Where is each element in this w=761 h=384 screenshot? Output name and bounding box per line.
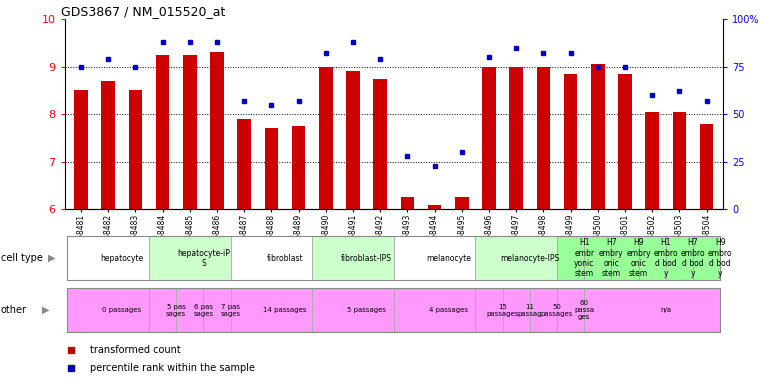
Text: hepatocyte: hepatocyte (100, 254, 143, 263)
Bar (156, 55, 170, 209)
Bar (428, 205, 441, 209)
Bar (666, 236, 693, 280)
Text: 4 passages: 4 passages (428, 307, 468, 313)
Bar (530, 288, 557, 332)
Text: fibroblast-IPS: fibroblast-IPS (341, 254, 392, 263)
Text: 6 pas
sages: 6 pas sages (193, 304, 214, 316)
Bar (476, 288, 502, 332)
Text: 7 pas
sages: 7 pas sages (221, 304, 240, 316)
Bar (638, 236, 666, 280)
Bar (557, 236, 584, 280)
Text: melanocyte-IPS: melanocyte-IPS (500, 254, 559, 263)
Bar (693, 236, 720, 280)
Bar (231, 288, 312, 332)
Bar (129, 91, 142, 209)
Text: 50
passages: 50 passages (541, 304, 573, 316)
Text: 15
passages: 15 passages (486, 304, 519, 316)
Bar (231, 236, 312, 280)
Text: 11
passag: 11 passag (517, 304, 542, 316)
Text: ▶: ▶ (42, 305, 49, 315)
Bar (482, 67, 496, 209)
Text: 14 passages: 14 passages (263, 307, 307, 313)
Text: ▶: ▶ (48, 253, 56, 263)
Text: H7
embry
onic
stem: H7 embry onic stem (599, 238, 624, 278)
Text: 5 pas
sages: 5 pas sages (166, 304, 186, 316)
Bar (557, 288, 584, 332)
Bar (584, 288, 720, 332)
Text: 0 passages: 0 passages (102, 307, 142, 313)
Bar (564, 74, 578, 209)
Bar (584, 236, 611, 280)
Bar (177, 288, 203, 332)
Bar (509, 67, 523, 209)
Text: 5 passages: 5 passages (347, 307, 386, 313)
Bar (591, 65, 605, 209)
Bar (149, 288, 177, 332)
Text: percentile rank within the sample: percentile rank within the sample (90, 363, 255, 373)
Text: H1
embro
d bod
y: H1 embro d bod y (654, 238, 678, 278)
Bar (502, 288, 530, 332)
Bar (400, 197, 414, 209)
Bar (455, 197, 469, 209)
Bar (611, 236, 638, 280)
Bar (210, 53, 224, 209)
Text: transformed count: transformed count (90, 345, 180, 355)
Bar (319, 67, 333, 209)
Text: GDS3867 / NM_015520_at: GDS3867 / NM_015520_at (62, 5, 226, 18)
Bar (183, 55, 196, 209)
Bar (645, 112, 659, 209)
Text: H9
embro
d bod
y: H9 embro d bod y (708, 238, 733, 278)
Bar (149, 236, 231, 280)
Bar (393, 288, 476, 332)
Bar (476, 236, 557, 280)
Text: other: other (1, 305, 27, 315)
Bar (673, 112, 686, 209)
Text: H7
embro
d bod
y: H7 embro d bod y (681, 238, 705, 278)
Text: hepatocyte-iP
S: hepatocyte-iP S (177, 248, 230, 268)
Bar (700, 124, 713, 209)
Bar (237, 119, 251, 209)
Bar (203, 288, 231, 332)
Bar (291, 126, 305, 209)
Text: H9
embry
onic
stem: H9 embry onic stem (626, 238, 651, 278)
Text: H1
embr
yonic
stem: H1 embr yonic stem (574, 238, 594, 278)
Bar (265, 129, 279, 209)
Text: cell type: cell type (1, 253, 43, 263)
Bar (346, 71, 360, 209)
Text: melanocyte: melanocyte (426, 254, 470, 263)
Bar (68, 288, 149, 332)
Bar (101, 81, 115, 209)
Text: 60
passa
ges: 60 passa ges (574, 300, 594, 320)
Bar (75, 91, 88, 209)
Text: n/a: n/a (661, 307, 671, 313)
Bar (312, 288, 393, 332)
Bar (618, 74, 632, 209)
Text: fibroblast: fibroblast (266, 254, 304, 263)
Bar (68, 236, 149, 280)
Bar (312, 236, 393, 280)
Bar (393, 236, 476, 280)
Bar (537, 67, 550, 209)
Bar (374, 79, 387, 209)
